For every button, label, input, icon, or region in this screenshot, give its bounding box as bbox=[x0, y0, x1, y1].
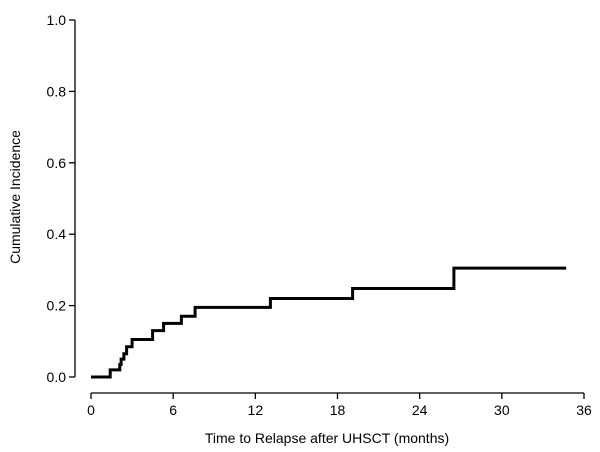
x-tick-label: 36 bbox=[576, 402, 592, 418]
y-tick-label: 1.0 bbox=[47, 12, 67, 28]
y-tick-label: 0.8 bbox=[47, 83, 67, 99]
y-tick-label: 0.6 bbox=[47, 155, 67, 171]
y-axis-title: Cumulative Incidence bbox=[7, 130, 23, 264]
x-axis-title: Time to Relapse after UHSCT (months) bbox=[205, 430, 449, 446]
x-tick-label: 6 bbox=[169, 402, 177, 418]
x-tick-label: 12 bbox=[248, 402, 264, 418]
y-tick-label: 0.4 bbox=[47, 226, 67, 242]
plot-area bbox=[91, 266, 567, 379]
x-axis: 0 6 12 18 24 30 36 bbox=[87, 392, 592, 418]
x-tick-label: 30 bbox=[494, 402, 510, 418]
x-tick-label: 18 bbox=[330, 402, 346, 418]
y-tick-label: 0.0 bbox=[47, 369, 67, 385]
x-tick-label: 24 bbox=[412, 402, 428, 418]
x-tick-label: 0 bbox=[87, 402, 95, 418]
y-axis: 0.0 0.2 0.4 0.6 0.8 1.0 bbox=[47, 12, 76, 385]
cumulative-incidence-step-line bbox=[91, 266, 567, 379]
y-tick-label: 0.2 bbox=[47, 298, 67, 314]
